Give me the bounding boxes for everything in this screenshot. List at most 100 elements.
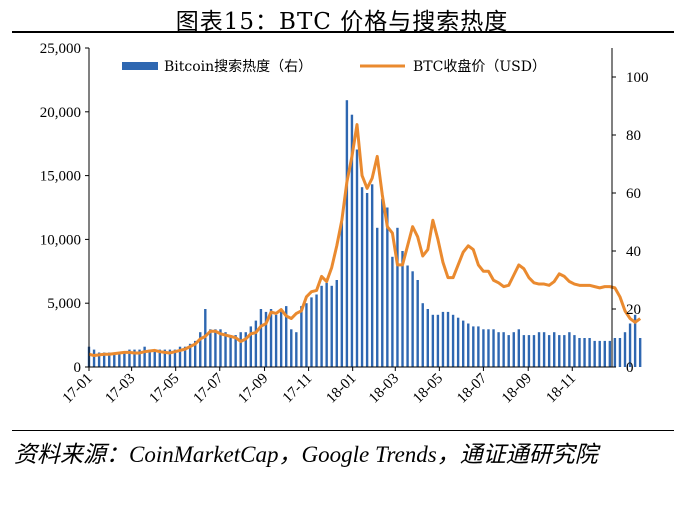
x-tick-label: 18-01	[323, 371, 359, 407]
price-line	[88, 123, 642, 358]
search-bar	[406, 265, 409, 367]
search-bar	[335, 280, 338, 367]
search-bar	[274, 314, 278, 367]
search-bar	[365, 193, 369, 367]
search-bar	[537, 332, 541, 367]
x-tick-label: 18-07	[454, 370, 490, 406]
search-bar	[492, 329, 495, 367]
search-bar	[593, 340, 596, 367]
search-bar	[269, 309, 273, 367]
search-bar	[244, 332, 247, 367]
search-bar	[608, 340, 612, 367]
search-bar	[396, 227, 399, 367]
search-bar	[376, 227, 379, 367]
y-left-tick-label: 5,000	[47, 296, 81, 312]
search-bar	[350, 114, 354, 367]
y-left-tick-label: 25,000	[40, 41, 81, 57]
source-note: 资料来源：CoinMarketCap，Google Trends，通证通研究院	[14, 442, 598, 467]
search-bar	[254, 320, 258, 367]
search-bar	[295, 332, 298, 367]
search-bar	[628, 323, 632, 367]
search-bar	[370, 184, 374, 367]
search-bar	[603, 340, 606, 367]
search-bar	[497, 332, 500, 367]
search-bar	[461, 320, 465, 367]
legend: Bitcoin搜索热度（右） BTC收盘价（USD）	[122, 58, 546, 75]
search-bar	[401, 251, 404, 367]
search-bar	[118, 352, 121, 367]
search-bar	[456, 317, 460, 367]
search-bar	[148, 349, 151, 367]
search-bar	[300, 306, 303, 367]
x-tick-label: 17-07	[191, 370, 227, 406]
search-bar	[467, 323, 470, 367]
search-bar	[512, 332, 515, 367]
search-bar	[416, 280, 419, 367]
search-bar	[532, 335, 536, 367]
legend-bar-swatch	[122, 62, 158, 70]
search-bar	[411, 271, 414, 367]
search-bar	[310, 297, 313, 367]
search-bar	[542, 332, 546, 367]
search-bar	[234, 335, 237, 367]
search-bar	[249, 326, 253, 367]
search-bar	[158, 349, 161, 367]
search-bar	[325, 282, 328, 367]
search-bar	[436, 314, 440, 367]
search-bar	[264, 311, 268, 367]
x-tick-label: 17-09	[235, 371, 271, 407]
search-bar	[517, 329, 521, 367]
y-left-tick-label: 20,000	[40, 105, 81, 121]
search-bar	[553, 332, 556, 367]
search-bar	[638, 338, 642, 367]
y-right-tick-label: 0	[626, 360, 634, 376]
search-bar	[431, 314, 435, 367]
search-bar	[547, 335, 551, 367]
y-left-tick-label: 10,000	[40, 232, 81, 248]
x-tick-label: 17-11	[280, 371, 316, 407]
search-bar	[193, 340, 197, 367]
x-tick-label: 17-05	[146, 371, 182, 407]
y-right-tick-label: 60	[626, 186, 641, 202]
search-bar	[355, 149, 359, 367]
search-bar	[188, 343, 192, 367]
search-bar	[173, 349, 177, 367]
x-tick-label: 18-05	[410, 371, 446, 407]
search-bar	[290, 329, 293, 367]
search-bar	[482, 329, 485, 367]
x-tick-label: 18-11	[543, 371, 579, 407]
search-bar	[209, 329, 212, 367]
search-bar	[108, 352, 111, 367]
search-bar	[133, 349, 136, 367]
search-bar	[178, 346, 182, 367]
search-bar	[320, 285, 323, 367]
search-bar	[113, 352, 116, 367]
search-bar	[487, 329, 490, 367]
source-divider	[12, 430, 674, 431]
search-bar	[613, 338, 617, 367]
search-bar	[143, 346, 146, 367]
search-bar	[138, 349, 141, 367]
search-bar	[259, 309, 263, 367]
btc-price-search-chart: 0 5,000 10,000 15,000 20,000 25,000 0 20 40 60 80 1…	[40, 41, 649, 407]
search-bar	[472, 326, 475, 367]
search-bars	[87, 100, 642, 367]
search-bar	[568, 332, 571, 367]
search-bar	[219, 329, 222, 367]
search-bar	[446, 311, 450, 367]
search-bar	[421, 303, 424, 367]
y-left-tick-label: 0	[74, 360, 82, 376]
search-bar	[527, 335, 531, 367]
search-bar	[522, 335, 526, 367]
search-bar	[598, 340, 601, 367]
search-bar	[391, 256, 394, 367]
search-bar	[381, 198, 384, 367]
search-bar	[183, 346, 187, 367]
search-bar	[102, 352, 106, 367]
x-tick-label: 18-09	[499, 371, 535, 407]
search-bar	[305, 303, 308, 367]
search-bar	[97, 352, 101, 367]
search-bar	[386, 207, 389, 367]
y-right-tick-label: 80	[626, 128, 641, 144]
search-bar	[330, 285, 333, 367]
